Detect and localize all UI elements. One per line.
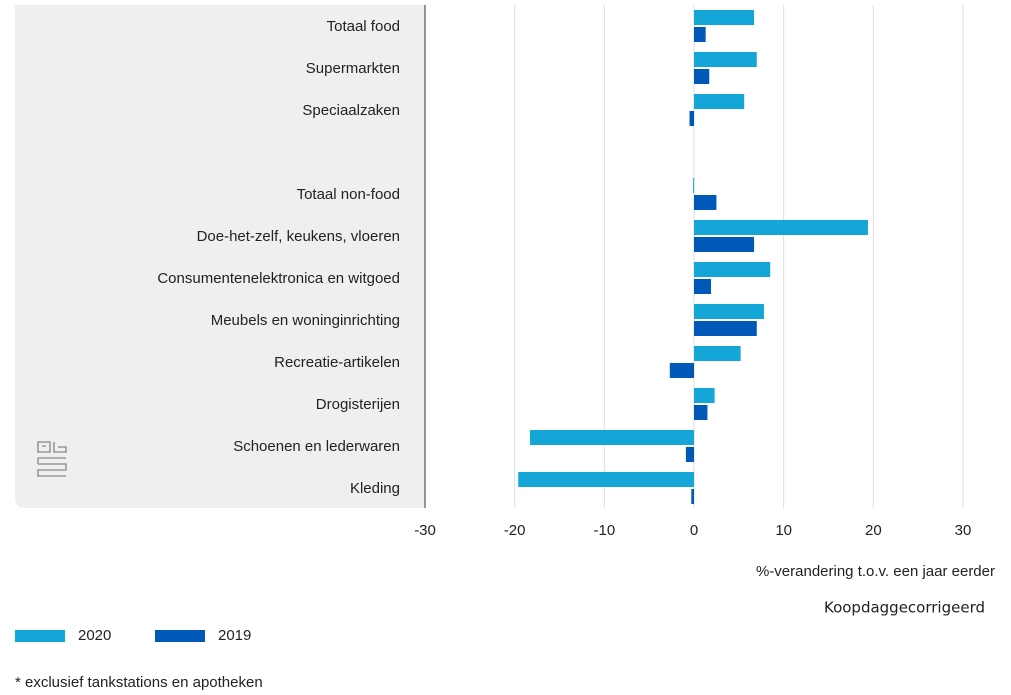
y-tick-label: Drogisterijen bbox=[316, 396, 400, 413]
bar bbox=[694, 10, 755, 25]
cbs-logo bbox=[37, 441, 67, 477]
legend-label: 2020 bbox=[78, 627, 111, 644]
bar bbox=[518, 472, 694, 487]
y-tick-label: Totaal non-food bbox=[297, 186, 400, 203]
bar bbox=[694, 237, 755, 252]
bar bbox=[694, 304, 764, 319]
bar bbox=[694, 388, 715, 403]
bar bbox=[691, 489, 694, 504]
y-tick-label: Speciaalzaken bbox=[302, 102, 400, 119]
x-tick-label: 10 bbox=[775, 522, 792, 539]
legend-swatch bbox=[155, 630, 205, 642]
bar bbox=[694, 94, 745, 109]
y-tick-label: Totaal food bbox=[327, 18, 400, 35]
y-tick-label: Consumentenelektronica en witgoed bbox=[157, 270, 400, 287]
x-axis-label: %-verandering t.o.v. een jaar eerder bbox=[756, 563, 995, 580]
note: Koopdaggecorrigeerd bbox=[824, 599, 985, 617]
bar bbox=[669, 363, 694, 378]
x-tick-label: -10 bbox=[593, 522, 615, 539]
bar bbox=[694, 321, 757, 336]
bar bbox=[694, 346, 741, 361]
bar bbox=[694, 262, 771, 277]
bar bbox=[529, 430, 694, 445]
label-panel bbox=[15, 5, 425, 508]
bar bbox=[685, 447, 694, 462]
bar bbox=[694, 27, 706, 42]
bar bbox=[694, 220, 868, 235]
y-tick-label: Kleding bbox=[350, 480, 400, 497]
bar bbox=[694, 279, 712, 294]
footnote: * exclusief tankstations en apotheken bbox=[15, 674, 263, 691]
y-tick-label: Meubels en woninginrichting bbox=[211, 312, 400, 329]
legend-swatch bbox=[15, 630, 65, 642]
x-tick-label: 20 bbox=[865, 522, 882, 539]
y-tick-label: Supermarkten bbox=[306, 60, 400, 77]
x-tick-label: -30 bbox=[414, 522, 436, 539]
x-tick-label: 0 bbox=[690, 522, 698, 539]
y-tick-label: Recreatie-artikelen bbox=[274, 354, 400, 371]
legend-label: 2019 bbox=[218, 627, 251, 644]
bar bbox=[694, 405, 708, 420]
bar bbox=[694, 69, 710, 84]
x-tick-label: 30 bbox=[955, 522, 972, 539]
y-tick-label: Schoenen en lederwaren bbox=[233, 438, 400, 455]
bar bbox=[693, 178, 695, 193]
y-tick-label: Doe-het-zelf, keukens, vloeren bbox=[197, 228, 400, 245]
bar bbox=[689, 111, 694, 126]
bar bbox=[694, 52, 757, 67]
bar bbox=[694, 195, 717, 210]
x-tick-label: -20 bbox=[504, 522, 526, 539]
